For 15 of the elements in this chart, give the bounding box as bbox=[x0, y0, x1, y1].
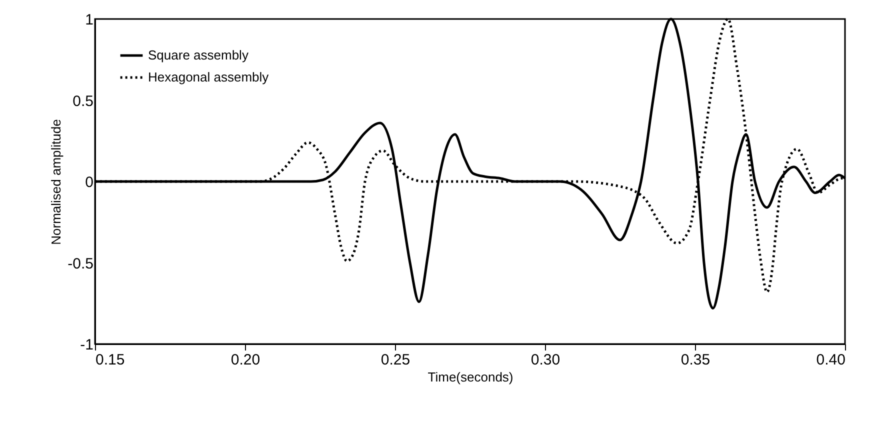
x-tick-label: 0.20 bbox=[230, 352, 260, 368]
x-tick-label: 0.25 bbox=[380, 352, 410, 368]
legend-label: Hexagonal assembly bbox=[148, 70, 270, 84]
y-tick-label: -1 bbox=[80, 336, 94, 354]
legend-label: Square assembly bbox=[148, 48, 249, 62]
x-tick-label: 0.35 bbox=[680, 352, 710, 368]
y-tick-label: 1 bbox=[85, 12, 94, 28]
x-axis-title: Time(seconds) bbox=[428, 370, 514, 384]
y-axis-title: Normalised amplitude bbox=[48, 119, 64, 245]
x-tick-label: 0.15 bbox=[96, 352, 125, 368]
x-tick-label: 0.30 bbox=[530, 352, 560, 368]
y-tick-label: 0.5 bbox=[72, 92, 94, 110]
y-tick-label: 0 bbox=[85, 174, 94, 191]
y-tick-label: -0.5 bbox=[68, 255, 94, 272]
x-tick-label: 0.40 bbox=[816, 352, 846, 368]
